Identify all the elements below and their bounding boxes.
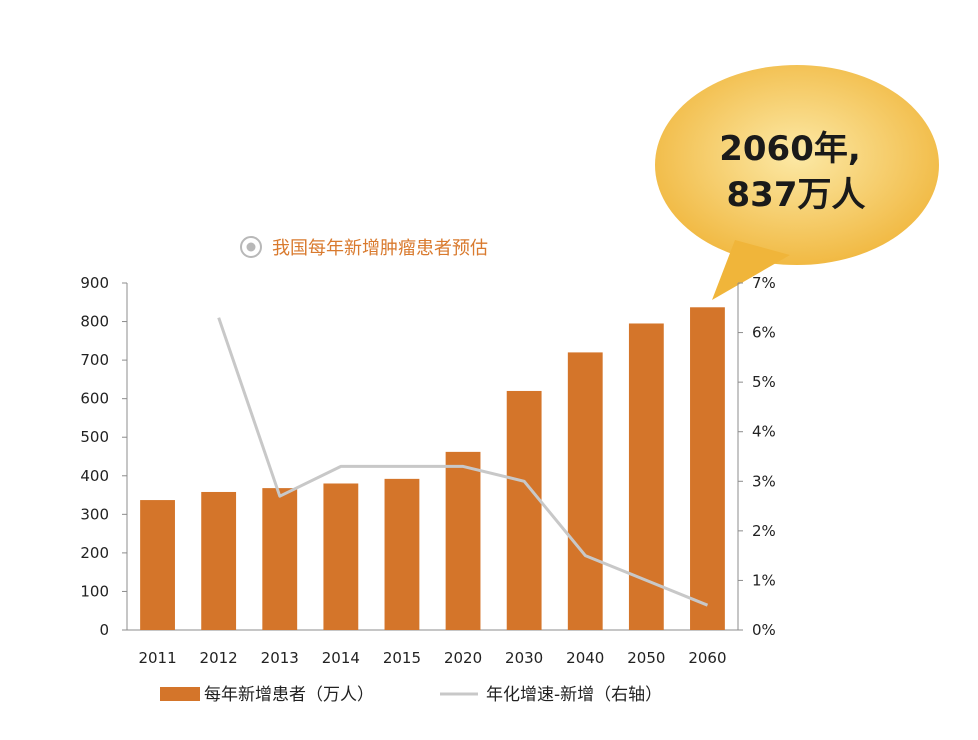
legend: 每年新增患者（万人） 年化增速-新增（右轴） xyxy=(160,685,662,705)
x-tick-label: 2012 xyxy=(200,649,238,667)
x-tick-label: 2040 xyxy=(566,649,604,667)
chart-title: 我国每年新增肿瘤患者预估 xyxy=(272,238,488,259)
left-y-tick-label: 800 xyxy=(80,313,109,331)
bar-2030 xyxy=(506,390,542,630)
right-y-tick-label: 1% xyxy=(752,571,776,589)
bar-2014 xyxy=(323,483,359,630)
target-circle-icon xyxy=(240,236,262,258)
left-y-tick-label: 600 xyxy=(80,390,109,408)
right-y-tick-label: 2% xyxy=(752,522,776,540)
legend-line-label: 年化增速-新增（右轴） xyxy=(486,685,662,705)
line-series xyxy=(217,317,709,607)
bar-series xyxy=(140,307,725,630)
bar-2013 xyxy=(262,488,298,630)
left-y-tick-label: 400 xyxy=(80,467,109,485)
bar-2040 xyxy=(567,352,603,630)
x-tick-label: 2013 xyxy=(261,649,299,667)
left-y-tick-label: 300 xyxy=(80,505,109,523)
x-tick-label: 2060 xyxy=(688,649,726,667)
left-y-tick-label: 500 xyxy=(80,428,109,446)
right-y-tick-label: 5% xyxy=(752,373,776,391)
bar-2060 xyxy=(690,307,725,630)
left-y-tick-label: 200 xyxy=(80,544,109,562)
right-y-tick-label: 0% xyxy=(752,621,776,639)
legend-bar-swatch xyxy=(160,687,200,701)
callout-line-1: 2060年, xyxy=(719,129,861,169)
left-y-axis-ticks: 0 100 200 300 400 500 600 700 800 900 xyxy=(80,274,127,639)
callout-bubble: 2060年, 837万人 xyxy=(655,65,939,300)
x-tick-label: 2030 xyxy=(505,649,543,667)
x-tick-label: 2015 xyxy=(383,649,421,667)
right-y-tick-label: 4% xyxy=(752,423,776,441)
callout-line-2: 837万人 xyxy=(727,175,866,215)
right-y-tick-label: 6% xyxy=(752,324,776,342)
x-tick-label: 2014 xyxy=(322,649,360,667)
x-axis-labels: 2011 2012 2013 2014 2015 2020 2030 2040 2050 2060 xyxy=(138,649,726,667)
bar-2011 xyxy=(140,500,175,630)
left-y-tick-label: 900 xyxy=(80,274,109,292)
x-tick-label: 2020 xyxy=(444,649,482,667)
right-y-tick-label: 3% xyxy=(752,472,776,490)
bar-2015 xyxy=(384,478,420,630)
right-y-tick-label: 7% xyxy=(752,274,776,292)
legend-bar-label: 每年新增患者（万人） xyxy=(204,685,374,705)
x-tick-label: 2050 xyxy=(627,649,665,667)
right-y-axis-ticks: 0% 1% 2% 3% 4% 5% 6% 7% xyxy=(738,274,776,639)
x-tick-label: 2011 xyxy=(138,649,176,667)
callout-bubble-pointer xyxy=(712,240,790,300)
left-y-tick-label: 100 xyxy=(80,582,109,600)
left-y-tick-label: 700 xyxy=(80,351,109,369)
bar-2012 xyxy=(201,491,237,630)
left-y-tick-label: 0 xyxy=(99,621,109,639)
bar-2020 xyxy=(445,451,481,630)
callout-bubble-body xyxy=(655,65,939,265)
growth-rate-line xyxy=(217,317,709,607)
chart-title-group: 我国每年新增肿瘤患者预估 xyxy=(240,236,488,259)
